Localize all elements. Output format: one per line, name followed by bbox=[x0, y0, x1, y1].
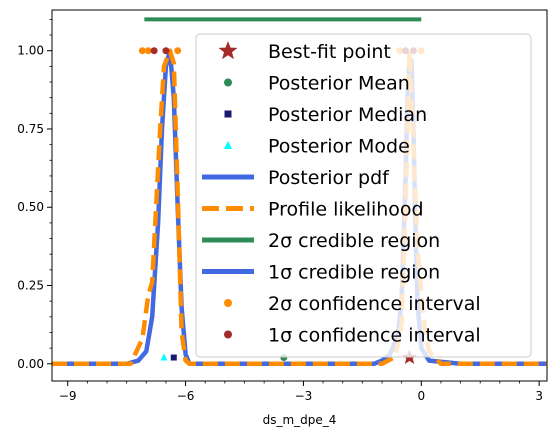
legend-mode-marker bbox=[224, 141, 232, 149]
x-tick-label: −9 bbox=[59, 389, 77, 403]
x-tick-label: −3 bbox=[295, 389, 313, 403]
legend-best_fit-label: Best-fit point bbox=[268, 41, 391, 63]
y-tick-label: 0.25 bbox=[17, 279, 44, 293]
confidence-1sigma-point bbox=[150, 47, 158, 55]
legend-conf2-marker bbox=[224, 299, 232, 307]
legend-median-label: Posterior Median bbox=[268, 104, 427, 126]
posterior-mode-point bbox=[160, 353, 168, 361]
legend-best_fit-marker bbox=[218, 41, 238, 60]
confidence-1sigma-point bbox=[162, 47, 170, 55]
x-tick-label: 3 bbox=[535, 389, 543, 403]
plot-frame bbox=[51, 9, 548, 382]
legend-median-marker bbox=[224, 110, 232, 118]
axes-layer: −9 −6 −3 0 3 0.00 0.25 0.50 0.75 1.00 bbox=[17, 18, 543, 403]
legend-conf1-label: 1σ confidence interval bbox=[268, 325, 481, 347]
legend: Best-fit point Posterior Mean Posterior Me… bbox=[195, 33, 532, 358]
legend-conf2-label: 2σ confidence interval bbox=[268, 293, 481, 315]
legend-cred1-label: 1σ credible region bbox=[268, 262, 440, 284]
y-tick-label: 0.75 bbox=[17, 122, 44, 136]
x-tick-label: −6 bbox=[177, 389, 195, 403]
legend-box bbox=[195, 33, 532, 358]
legend-cred2-label: 2σ credible region bbox=[268, 230, 440, 252]
legend-conf1-marker bbox=[224, 330, 232, 339]
posterior-median-point bbox=[170, 354, 177, 361]
confidence-2sigma-point bbox=[138, 47, 146, 55]
x-tick-label: 0 bbox=[417, 389, 425, 403]
confidence-2sigma-point bbox=[174, 47, 182, 55]
y-tick-label: 0.50 bbox=[17, 200, 44, 214]
legend-mean-label: Posterior Mean bbox=[268, 73, 410, 95]
legend-profile-label: Profile likelihood bbox=[268, 199, 424, 221]
legend-mean-marker bbox=[224, 78, 232, 87]
y-tick-label: 1.00 bbox=[17, 44, 44, 58]
confidence-2sigma-point bbox=[144, 47, 152, 55]
legend-mode-label: Posterior Mode bbox=[268, 136, 410, 158]
y-tick-label: 0.00 bbox=[17, 357, 44, 371]
legend-pdf-label: Posterior pdf bbox=[268, 167, 390, 189]
x-axis-label: ds_m_dpe_4 bbox=[263, 413, 337, 427]
